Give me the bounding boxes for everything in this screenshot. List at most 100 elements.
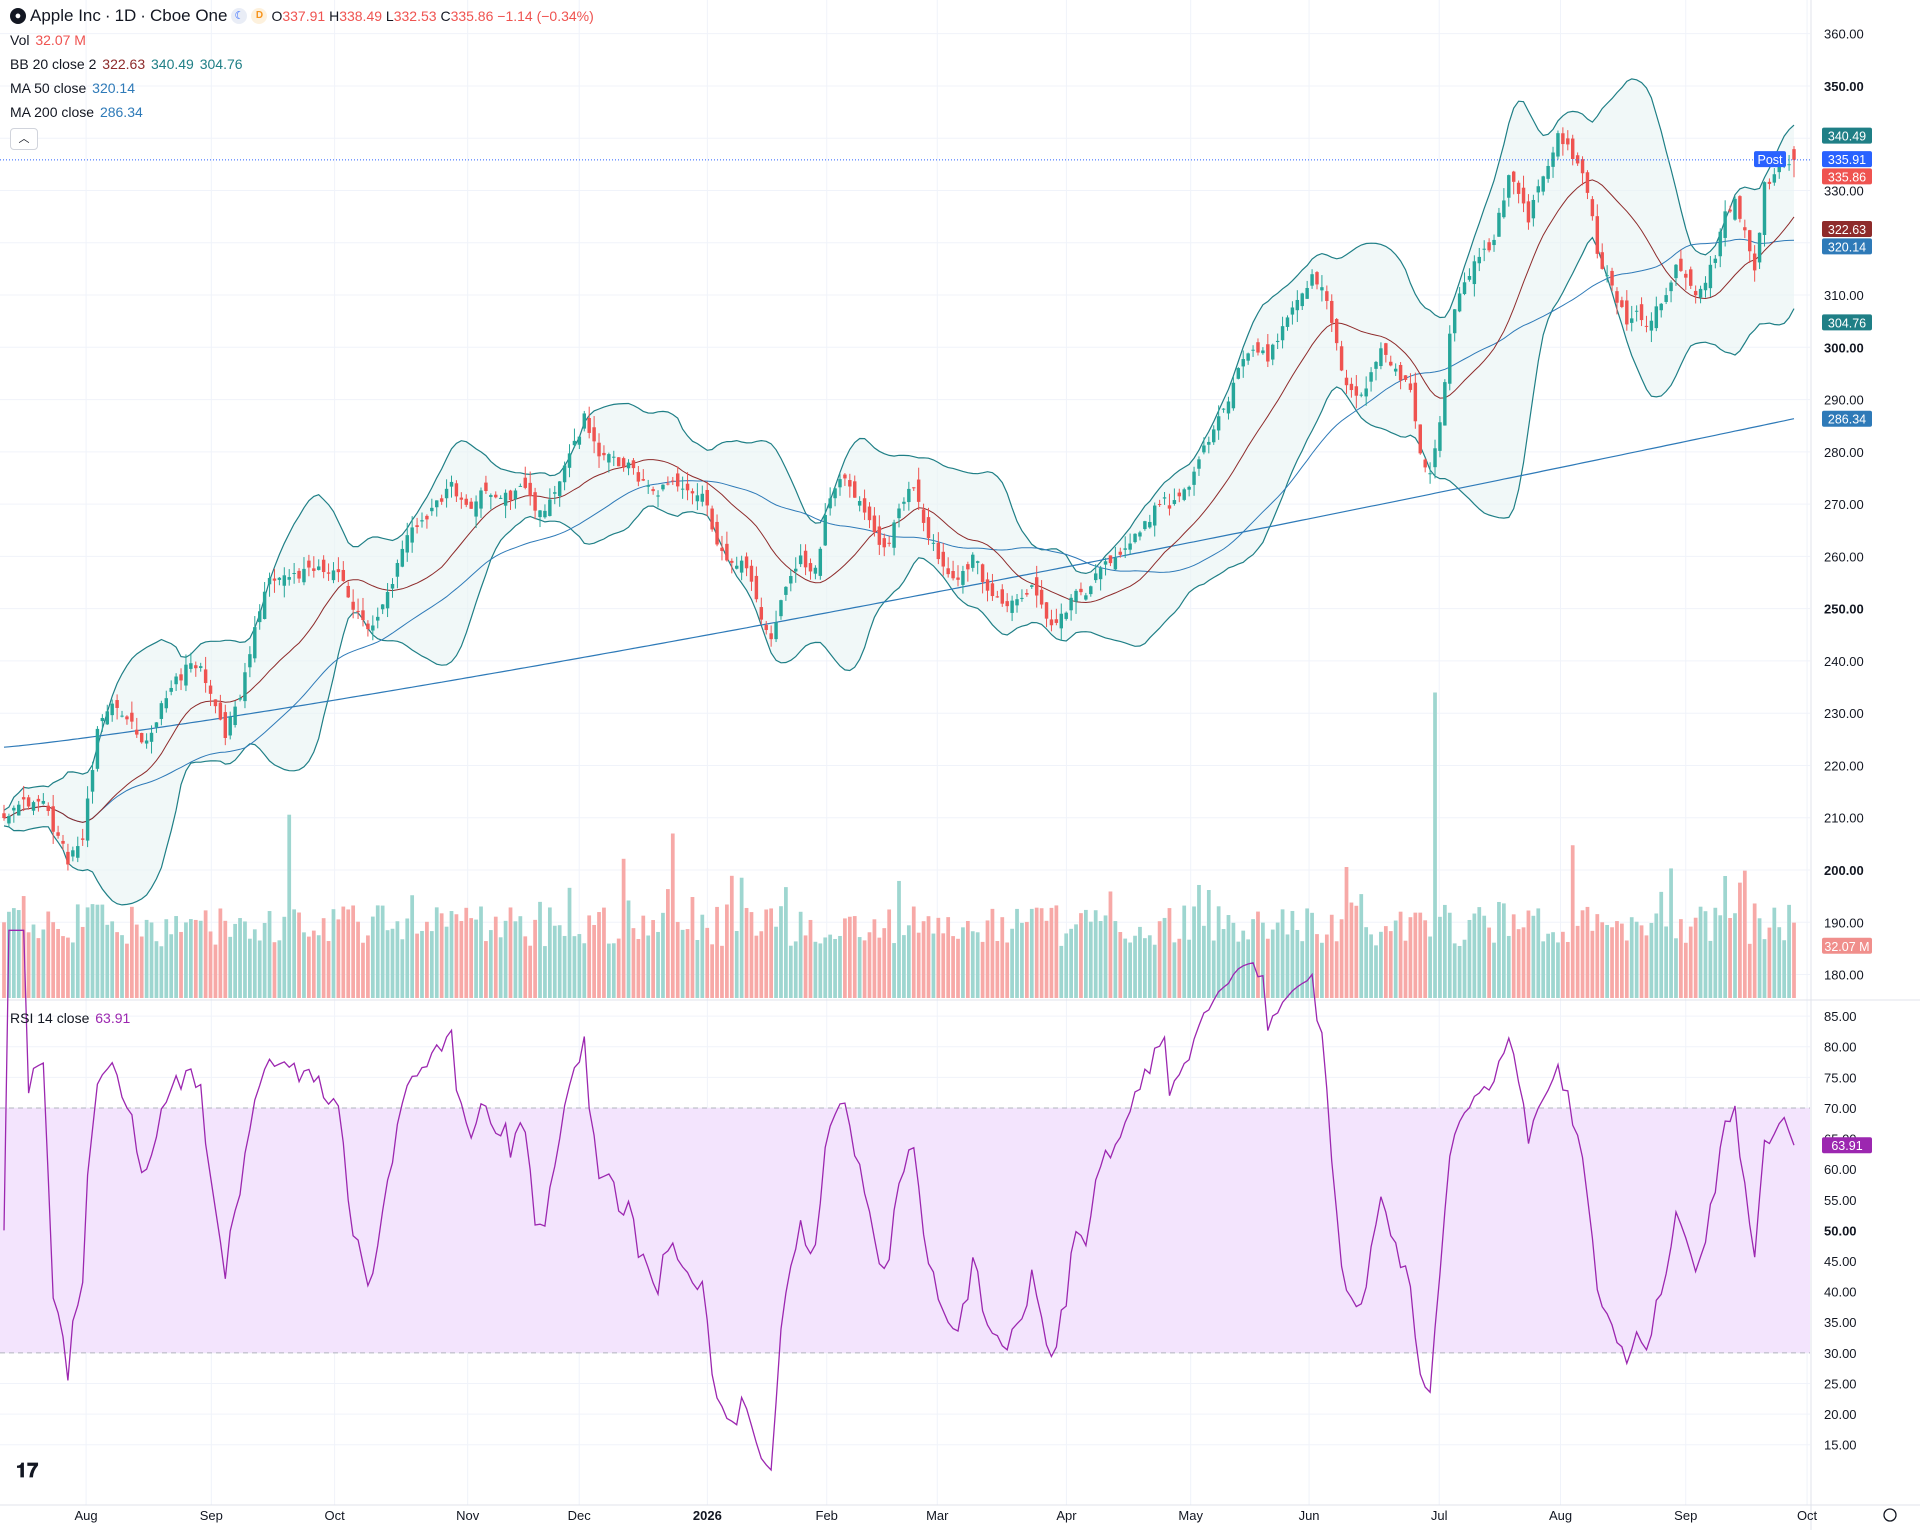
time-axis-tick: Oct — [324, 1508, 345, 1523]
rsi-axis-tick: 85.00 — [1824, 1009, 1857, 1024]
candle-body — [76, 846, 80, 858]
candle-body — [882, 538, 886, 548]
volume-bar — [715, 906, 719, 998]
candle-body — [425, 515, 429, 520]
volume-bar — [1428, 936, 1432, 998]
candle-body — [1231, 382, 1236, 409]
volume-bar — [720, 945, 724, 998]
data-badge[interactable]: D — [251, 8, 268, 24]
candle-body — [1516, 182, 1521, 194]
candle-body — [1030, 585, 1034, 587]
price-axis-tick: 350.00 — [1824, 79, 1864, 94]
volume-bar — [361, 942, 365, 998]
badge-ma50: 320.14 — [1828, 240, 1866, 254]
volume-bar — [926, 916, 931, 998]
candle-body — [956, 577, 960, 580]
volume-bar — [980, 941, 985, 998]
volume-bar — [380, 905, 385, 998]
candle-body — [179, 674, 183, 681]
volume-bar — [1674, 938, 1678, 998]
volume-bar — [1693, 917, 1698, 998]
volume-bar — [395, 921, 400, 998]
legend-bb-basis: 322.63 — [102, 56, 146, 72]
candle-body — [857, 501, 862, 506]
volume-bar — [139, 936, 144, 998]
candle-body — [1251, 349, 1255, 351]
volume-bar — [1123, 938, 1128, 998]
legend-vol[interactable]: Vol 32.07 M — [10, 32, 86, 48]
candle-body — [395, 563, 400, 577]
badge-bb-upper: 340.49 — [1828, 130, 1866, 144]
volume-bar — [1664, 926, 1669, 998]
candle-body — [1620, 300, 1624, 307]
candle-body — [641, 479, 646, 481]
candle-body — [1428, 473, 1432, 475]
collapse-legend-button[interactable]: ︿ — [10, 128, 38, 150]
volume-bar — [1359, 894, 1364, 998]
volume-bar — [961, 927, 965, 998]
candle-body — [1320, 287, 1324, 291]
time-axis-tick: Nov — [456, 1508, 480, 1523]
candle-body — [626, 462, 631, 469]
volume-bar — [1501, 903, 1506, 998]
candle-body — [528, 482, 532, 497]
settings-gear-icon[interactable] — [1883, 1508, 1897, 1522]
volume-bar — [1742, 870, 1747, 998]
volume-bar — [1246, 939, 1251, 998]
volume-bar — [1688, 926, 1693, 998]
candle-body — [12, 807, 16, 811]
legend-ma50[interactable]: MA 50 close 320.14 — [10, 80, 135, 96]
volume-bar — [1369, 934, 1373, 998]
legend-ma200[interactable]: MA 200 close 286.34 — [10, 104, 143, 120]
candle-body — [1339, 346, 1344, 371]
candle-body — [1103, 561, 1108, 565]
time-axis-tick: Aug — [1549, 1508, 1572, 1523]
volume-bar — [931, 933, 936, 998]
candle-body — [1752, 253, 1757, 271]
volume-bar — [1226, 915, 1231, 998]
candle-body — [71, 850, 75, 857]
volume-bar — [115, 932, 119, 998]
interval[interactable]: 1D — [114, 6, 137, 25]
volume-bar — [1433, 692, 1437, 998]
candle-body — [985, 579, 990, 591]
candle-body — [1777, 163, 1781, 173]
volume-bar — [385, 930, 390, 998]
candle-body — [961, 571, 965, 585]
candle-body — [966, 564, 970, 570]
volume-bar — [1728, 917, 1732, 998]
price-axis-tick: 220.00 — [1824, 758, 1864, 773]
candle-body — [764, 624, 768, 631]
volume-bar — [1379, 931, 1383, 998]
candle-body — [1369, 372, 1373, 382]
candle-body — [690, 491, 695, 494]
rsi-axis-tick: 55.00 — [1824, 1193, 1857, 1208]
candle-body — [1443, 382, 1447, 426]
symbol-name[interactable]: Apple Inc — [30, 6, 101, 25]
tradingview-logo-icon[interactable]: 𝟏𝟕 — [16, 1460, 39, 1482]
candle-body — [243, 672, 247, 702]
candle-body — [1098, 568, 1103, 580]
legend-rsi[interactable]: RSI 14 close 63.91 — [10, 1010, 130, 1026]
volume-bar — [1167, 908, 1172, 998]
candle-body — [1167, 505, 1172, 509]
volume-bar — [916, 932, 921, 998]
volume-bar — [965, 920, 970, 998]
legend-bb[interactable]: BB 20 close 2 322.63 340.49 304.76 — [10, 56, 243, 72]
exchange[interactable]: Cboe One — [149, 6, 228, 25]
volume-bar — [641, 915, 646, 998]
volume-bar — [11, 908, 16, 998]
volume-bar — [946, 917, 951, 998]
ma200-line — [3, 418, 1795, 748]
volume-bar — [1083, 909, 1088, 998]
ma50-line — [3, 238, 1795, 823]
candle-body — [356, 610, 360, 612]
market-closed-icon[interactable]: ☾ — [231, 8, 248, 24]
time-axis-tick: Feb — [816, 1508, 838, 1523]
candle-body — [553, 492, 557, 494]
volume-bar — [1639, 925, 1644, 998]
legend-ma200-value: 286.34 — [99, 104, 143, 120]
candle-body — [21, 797, 26, 800]
candle-body — [307, 560, 311, 568]
